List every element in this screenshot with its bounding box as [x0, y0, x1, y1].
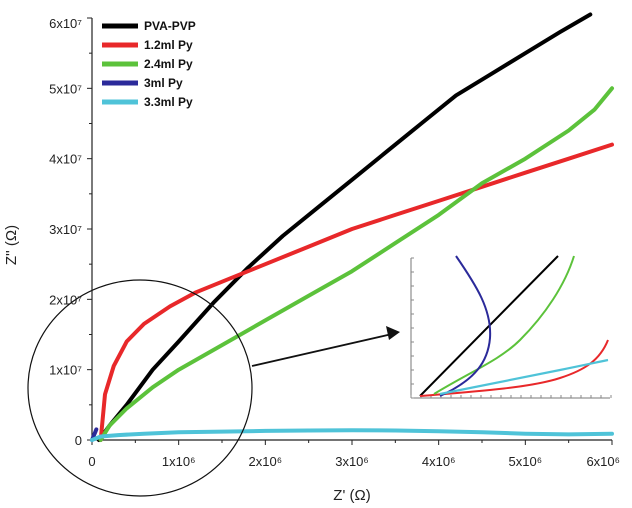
x-ticks: 0 1x10⁶ 2x10⁶ 3x10⁶ 4x10⁶ 5x10⁶ 6x10⁶: [88, 440, 620, 469]
inset-series-2-4ml-py: [433, 255, 575, 395]
legend-label-1-2ml-py: 1.2ml Py: [144, 38, 193, 52]
x-axis-title: Z' (Ω): [333, 487, 370, 504]
series-line-3-3ml-py: [90, 428, 614, 442]
legend-label-3ml-py: 3ml Py: [144, 76, 183, 90]
x-tick-label: 2x10⁶: [249, 454, 283, 469]
x-tick-label: 3x10⁶: [335, 454, 369, 469]
legend-label-2-4ml-py: 2.4ml Py: [144, 57, 193, 71]
y-axis-title: Z'' (Ω): [3, 225, 20, 265]
x-tick-label: 5x10⁶: [509, 454, 543, 469]
y-tick-label: 1x10⁷: [49, 363, 82, 378]
y-tick-label: 5x10⁷: [49, 81, 82, 96]
inset-series-3ml-py: [439, 255, 492, 397]
inset-plot: [410, 252, 612, 400]
y-ticks: 0 1x10⁷ 2x10⁷ 3x10⁷ 4x10⁷ 5x10⁷ 6x10⁷: [49, 16, 92, 448]
y-tick-label: 4x10⁷: [49, 152, 82, 167]
legend-label-pva-pvp: PVA-PVP: [144, 19, 196, 33]
x-tick-label: 4x10⁶: [422, 454, 456, 469]
series-line-2-4ml-py: [98, 86, 614, 442]
y-tick-label: 6x10⁷: [49, 16, 82, 31]
y-tick-label: 0: [75, 433, 82, 448]
legend: PVA-PVP 1.2ml Py 2.4ml Py 3ml Py 3.3ml Py: [102, 19, 196, 109]
series-lines: [90, 12, 614, 442]
y-tick-label: 2x10⁷: [49, 292, 82, 307]
y-tick-label: 3x10⁷: [49, 222, 82, 237]
x-tick-label: 6x10⁶: [586, 454, 620, 469]
series-line-1-2ml-py: [98, 142, 614, 442]
arrow-to-inset: [251, 326, 400, 367]
plot-area: 0 1x10⁶ 2x10⁶ 3x10⁶ 4x10⁶ 5x10⁶ 6x10⁶ 0 1x10⁷ 2x…: [49, 12, 620, 469]
x-tick-label: 0: [88, 454, 95, 469]
highlight-circle: [27, 279, 253, 497]
x-tick-label: 1x10⁶: [162, 454, 196, 469]
inset-series-3-3ml-py: [439, 358, 609, 396]
legend-label-3-3ml-py: 3.3ml Py: [144, 95, 193, 109]
series-line-pva-pvp: [96, 12, 593, 442]
inset-series-1-2ml-py: [419, 339, 609, 397]
